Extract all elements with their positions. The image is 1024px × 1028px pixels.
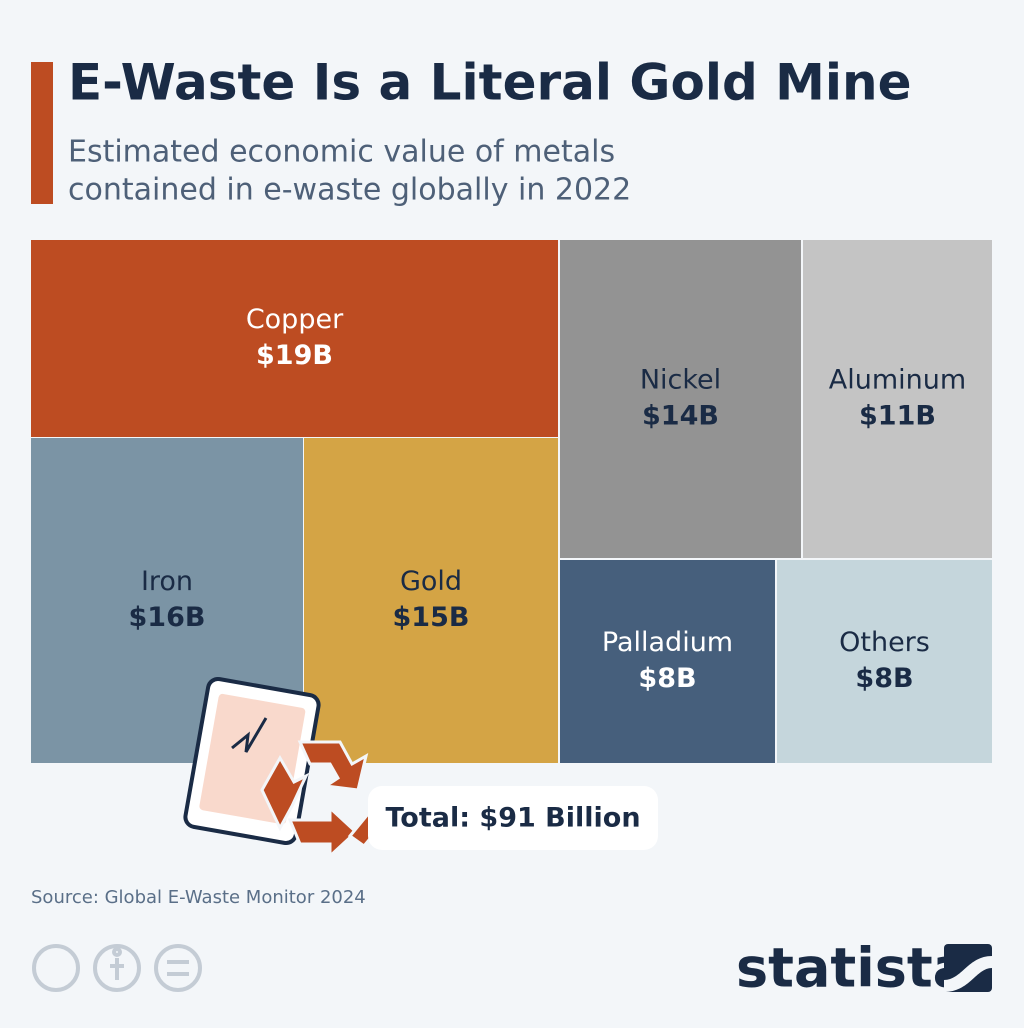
tablet-icon: [183, 676, 321, 846]
value-label: $15B: [393, 602, 470, 633]
total-badge: [368, 786, 658, 850]
value-label: $19B: [256, 340, 333, 371]
subtitle: Estimated economic value of metals: [68, 135, 615, 170]
tile: [560, 560, 775, 763]
title-accent: [31, 62, 53, 204]
source: Source: Global E-Waste Monitor 2024: [31, 887, 366, 908]
value-label: $8B: [855, 663, 913, 694]
tile: [777, 560, 992, 763]
recycle-icon: [260, 740, 386, 860]
value-label: $8B: [638, 663, 696, 694]
license-icons: [32, 944, 202, 992]
tile: [803, 240, 992, 558]
tile: [560, 240, 801, 558]
value-label: $14B: [642, 401, 719, 432]
treemap: Copper $19B Iron $16B Gold $15B Nickel $14B Alum…: [31, 240, 992, 763]
tile-label: Copper: [246, 304, 344, 335]
tile-label: Gold: [400, 566, 462, 597]
tile-label: Iron: [141, 566, 193, 597]
tile-label: Nickel: [640, 365, 721, 396]
chart-title: E-Waste Is a Literal Gold Mine: [68, 54, 912, 112]
total-annotation: Total: $91 Billion: [385, 803, 640, 834]
tile-label: Aluminum: [829, 365, 966, 396]
brand-logo: [944, 944, 992, 992]
subtitle: contained in e-waste globally in 2022: [68, 173, 631, 208]
tile-label: Palladium: [602, 627, 733, 658]
value-label: $11B: [859, 401, 936, 432]
brand: statista: [736, 937, 969, 1000]
tile-label: Others: [839, 627, 930, 658]
tile: [304, 438, 558, 763]
tile: [31, 240, 558, 437]
value-label: $16B: [129, 602, 206, 633]
